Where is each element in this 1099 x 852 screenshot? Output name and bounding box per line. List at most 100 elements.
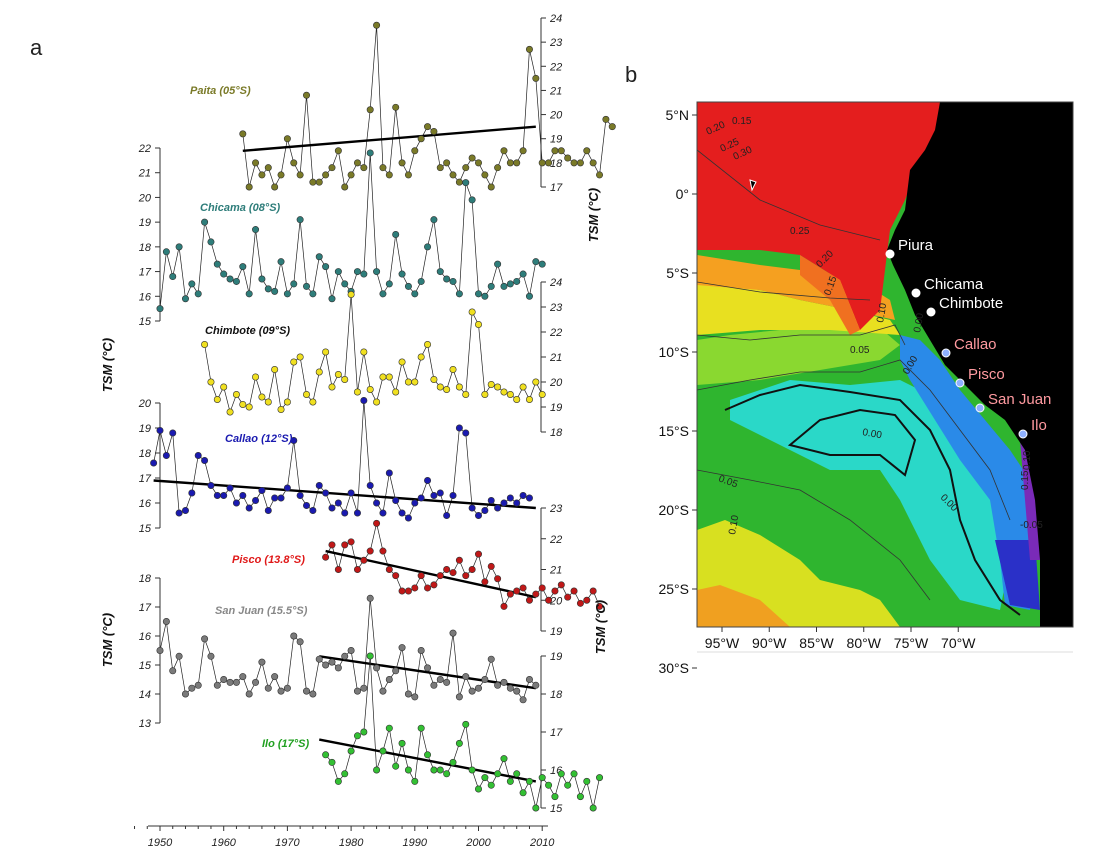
data-point xyxy=(532,258,540,266)
data-point xyxy=(443,159,451,167)
data-point xyxy=(525,292,533,300)
data-point xyxy=(455,424,463,432)
data-point xyxy=(424,751,432,759)
data-point xyxy=(487,282,495,290)
data-point xyxy=(436,572,444,580)
y-tick-label: 22 xyxy=(138,143,151,155)
data-point xyxy=(436,164,444,172)
data-point xyxy=(220,270,228,278)
data-point xyxy=(525,494,533,502)
data-point xyxy=(373,664,381,672)
data-point xyxy=(481,675,489,683)
data-point xyxy=(474,684,482,692)
data-point xyxy=(398,739,406,747)
data-point xyxy=(264,398,272,406)
data-point xyxy=(436,489,444,497)
data-point xyxy=(506,280,514,288)
series-label: Ilo (17°S) xyxy=(262,738,310,750)
lon-tick-label: 95°W xyxy=(705,635,740,651)
data-point xyxy=(392,496,400,504)
data-point xyxy=(417,646,425,654)
y-tick-label: 16 xyxy=(139,498,152,510)
y-tick-label: 22 xyxy=(549,327,562,339)
data-point xyxy=(487,655,495,663)
data-point xyxy=(328,164,336,172)
data-point xyxy=(303,91,311,99)
panel-a-letter: a xyxy=(30,35,43,60)
data-point xyxy=(449,491,457,499)
y-tick-label: 20 xyxy=(549,377,563,389)
data-point xyxy=(487,183,495,191)
data-point xyxy=(525,45,533,53)
data-point xyxy=(207,238,215,246)
data-point xyxy=(341,183,349,191)
data-point xyxy=(373,766,381,774)
data-point xyxy=(353,159,361,167)
contour-label: 0.15 xyxy=(1020,470,1031,490)
series-label: Pisco (13.8°S) xyxy=(232,554,305,566)
data-point xyxy=(239,491,247,499)
data-point xyxy=(462,720,470,728)
data-point xyxy=(162,617,170,625)
lat-tick-label: 25°S xyxy=(658,581,689,597)
data-point xyxy=(309,398,317,406)
data-point xyxy=(608,123,616,131)
data-point xyxy=(322,263,330,271)
data-point xyxy=(564,593,572,601)
data-point xyxy=(583,596,591,604)
data-point xyxy=(207,481,215,489)
y-tick-label: 15 xyxy=(139,523,152,535)
data-point xyxy=(398,644,406,652)
y-tick-label: 17 xyxy=(139,473,152,485)
y-tick-label: 18 xyxy=(139,242,152,254)
data-point xyxy=(347,489,355,497)
y-tick-label: 19 xyxy=(550,402,562,414)
x-tick-label: 2000 xyxy=(465,837,491,849)
data-point xyxy=(379,509,387,517)
y-tick-label: 17 xyxy=(139,602,152,614)
data-point xyxy=(194,290,202,298)
data-point xyxy=(360,348,368,356)
data-point xyxy=(245,504,253,512)
series-5: 13 14 15 16 17 18 San Juan (15.5°S) xyxy=(139,573,540,730)
y-tick-label: 15 xyxy=(139,660,152,672)
contour-label: 0.10 xyxy=(1022,450,1033,470)
station-marker xyxy=(955,378,965,388)
data-point xyxy=(258,393,266,401)
trend-line xyxy=(242,125,536,152)
data-point xyxy=(201,218,209,226)
y-tick-label: 20 xyxy=(138,398,152,410)
y-tick-label: 21 xyxy=(549,352,562,364)
y-tick-label: 24 xyxy=(549,13,562,25)
data-point xyxy=(468,154,476,162)
data-point xyxy=(328,383,336,391)
y-tick-label: 19 xyxy=(139,423,151,435)
data-point xyxy=(398,509,406,517)
data-point xyxy=(545,159,553,167)
data-point xyxy=(430,681,438,689)
lightgreen-north-band xyxy=(697,328,900,385)
data-point xyxy=(385,280,393,288)
data-point xyxy=(239,673,247,681)
data-point xyxy=(290,159,298,167)
data-point xyxy=(474,550,482,558)
data-point xyxy=(474,785,482,793)
data-point xyxy=(513,687,521,695)
data-point xyxy=(481,390,489,398)
contour-0.10 xyxy=(697,324,906,346)
data-point xyxy=(264,285,272,293)
data-point xyxy=(379,547,387,555)
data-point xyxy=(283,684,291,692)
data-point xyxy=(373,519,381,527)
x-tick-label: 1960 xyxy=(211,837,236,849)
data-point xyxy=(392,667,400,675)
data-point xyxy=(583,777,591,785)
lon-tick-label: 75°W xyxy=(894,635,929,651)
station-marker xyxy=(1018,429,1028,439)
data-point xyxy=(232,277,240,285)
x-tick-label: 1980 xyxy=(339,837,364,849)
data-point xyxy=(296,353,304,361)
data-point xyxy=(417,277,425,285)
data-point xyxy=(296,638,304,646)
y-axis-title: TSM (°C) xyxy=(586,188,601,242)
